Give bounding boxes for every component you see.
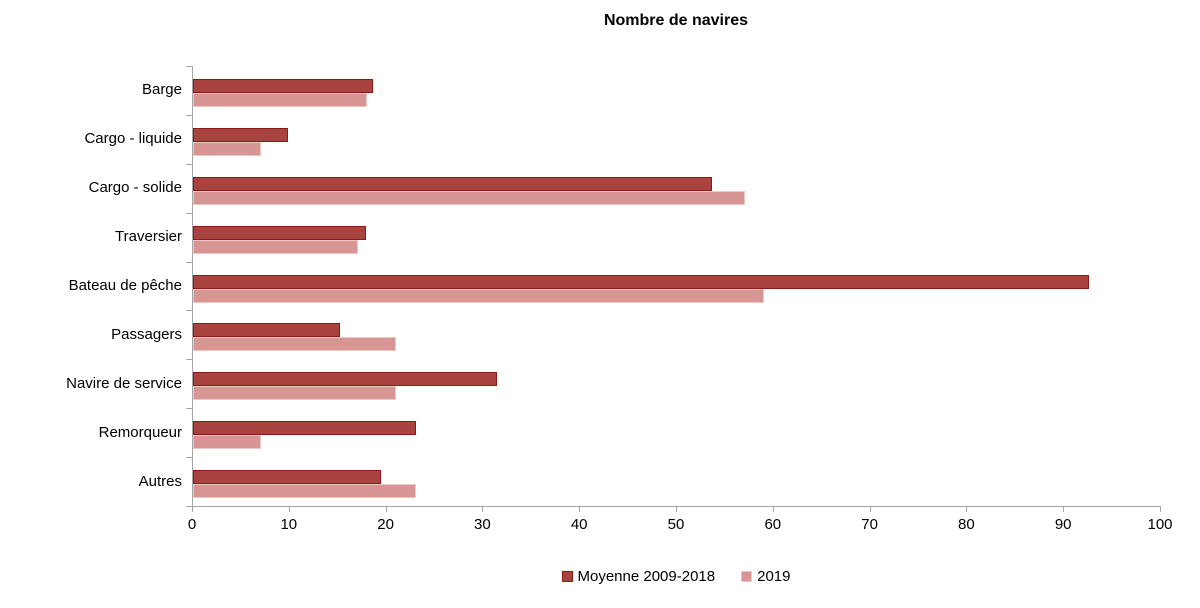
x-axis-tick [288, 506, 290, 512]
y-axis-tick [186, 506, 192, 507]
legend-item-moyenne: Moyenne 2009-2018 [561, 568, 716, 585]
x-tick-label: 10 [280, 516, 298, 533]
x-tick-label: 90 [1054, 516, 1072, 533]
x-axis-tick [482, 506, 484, 512]
x-axis-tick [385, 506, 387, 512]
bar-2019-1 [193, 141, 261, 156]
x-axis-tick [966, 506, 968, 512]
x-tick-label: 20 [377, 516, 394, 533]
x-tick-label: 30 [474, 516, 491, 533]
bar-moyenne-0 [193, 79, 374, 93]
bar-2019-6 [193, 386, 397, 401]
bar-2019-5 [193, 337, 397, 352]
x-tick-label: 0 [187, 516, 197, 533]
y-axis-tick [186, 163, 192, 165]
y-axis-tick [186, 212, 192, 214]
bar-2019-3 [193, 239, 358, 254]
legend-label-2019: 2019 [757, 568, 791, 585]
category-label: Bateau de pêche [68, 277, 182, 294]
chart-title: Nombre de navires [603, 12, 749, 29]
category-label: Remorqueur [98, 423, 182, 441]
bar-moyenne-7 [193, 421, 416, 436]
x-axis-tick [579, 506, 581, 512]
legend-swatch-2019 [741, 571, 753, 582]
category-label: Autres [138, 472, 182, 490]
bar-2019-8 [193, 484, 416, 499]
bar-2019-2 [193, 190, 745, 205]
bar-moyenne-1 [193, 127, 288, 142]
bar-moyenne-8 [193, 470, 381, 485]
bar-2019-7 [193, 435, 261, 450]
legend-label-moyenne: Moyenne 2009-2018 [577, 568, 716, 585]
bar-moyenne-4 [193, 274, 1090, 289]
x-axis-tick [869, 506, 871, 512]
x-axis-tick [676, 506, 677, 512]
bar-moyenne-3 [193, 225, 367, 240]
bar-2019-0 [193, 93, 368, 107]
x-axis-tick [1063, 506, 1065, 512]
x-tick-label: 80 [958, 516, 975, 533]
legend-swatch-moyenne [561, 571, 573, 582]
y-axis-line [192, 66, 193, 506]
y-axis-tick [186, 66, 192, 67]
category-label: Traversier [115, 228, 182, 246]
y-axis-tick [186, 114, 192, 116]
y-axis-tick [186, 310, 192, 312]
x-axis-tick [1160, 506, 1161, 512]
y-axis-tick [186, 359, 192, 361]
x-tick-label: 40 [570, 516, 588, 533]
bar-moyenne-5 [193, 323, 341, 338]
bar-moyenne-2 [193, 176, 712, 191]
category-label: Barge [141, 81, 182, 99]
y-axis-tick [186, 408, 192, 410]
category-label: Navire de service [66, 374, 182, 392]
x-tick-label: 50 [667, 516, 685, 533]
x-tick-label: 60 [764, 516, 782, 533]
x-axis-tick [192, 506, 193, 512]
category-label: Cargo - solide [88, 179, 182, 197]
bar-2019-4 [193, 288, 765, 303]
legend: Moyenne 2009-2018 2019 [192, 568, 1160, 585]
category-label: Passagers [111, 325, 182, 343]
category-label: Cargo - liquide [84, 130, 182, 148]
x-tick-label: 70 [861, 516, 878, 533]
x-axis-tick [772, 506, 774, 512]
legend-item-2019: 2019 [741, 568, 790, 585]
bar-moyenne-6 [193, 372, 497, 387]
x-tick-label: 100 [1147, 516, 1173, 533]
y-axis-tick [186, 457, 192, 459]
y-axis-tick [186, 261, 192, 263]
